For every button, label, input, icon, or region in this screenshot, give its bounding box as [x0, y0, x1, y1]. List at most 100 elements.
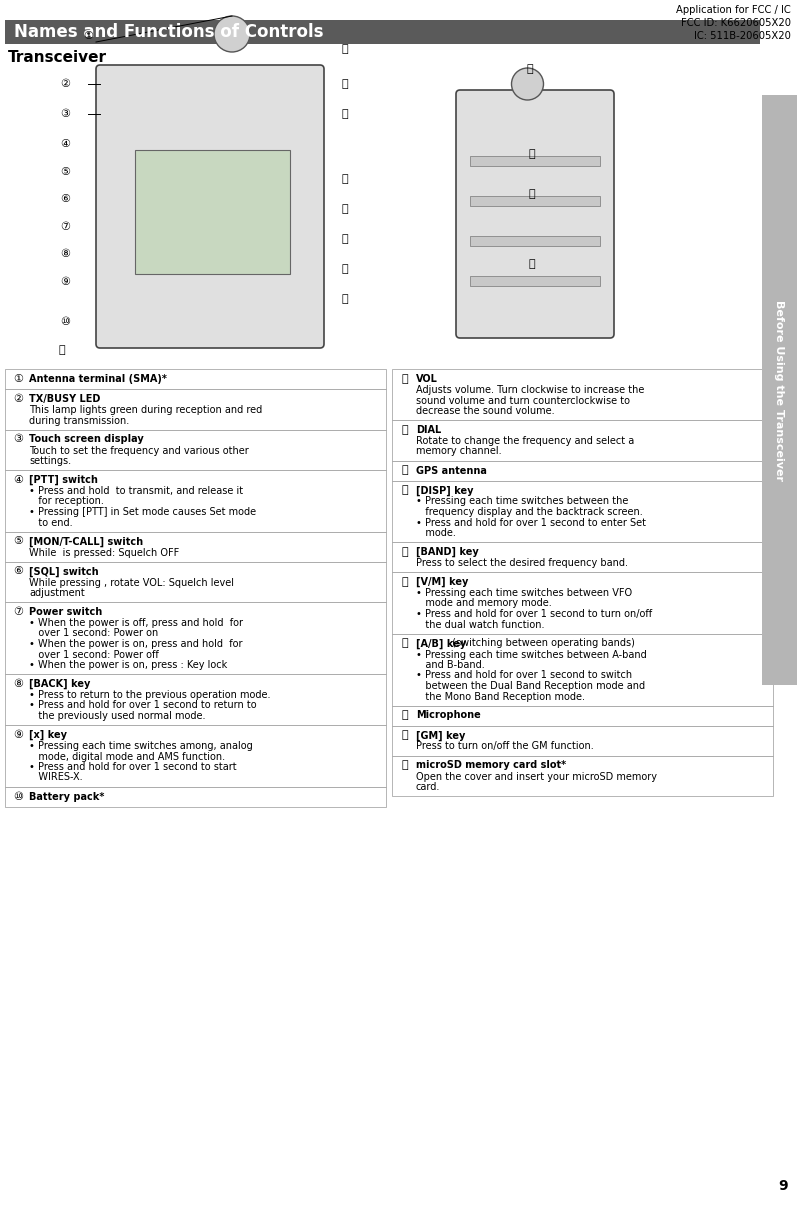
- Bar: [470, 236, 600, 246]
- Text: between the Dual Band Reception mode and: between the Dual Band Reception mode and: [416, 681, 645, 690]
- Text: ②: ②: [13, 394, 23, 404]
- Text: ⑩: ⑩: [13, 792, 23, 801]
- Text: (switching between operating bands): (switching between operating bands): [450, 639, 635, 648]
- Text: ②: ②: [60, 80, 70, 89]
- Text: decrease the sound volume.: decrease the sound volume.: [416, 406, 555, 416]
- Text: to end.: to end.: [29, 517, 73, 528]
- Text: ③: ③: [13, 435, 23, 445]
- Text: ⑦: ⑦: [60, 222, 70, 233]
- Text: and B-band.: and B-band.: [416, 660, 485, 670]
- Text: memory channel.: memory channel.: [416, 447, 501, 457]
- Bar: [5, 20, 760, 45]
- Text: Open the cover and insert your microSD memory: Open the cover and insert your microSD m…: [416, 771, 657, 782]
- Text: Transceiver: Transceiver: [8, 49, 107, 65]
- Text: Application for FCC / IC: Application for FCC / IC: [676, 5, 791, 14]
- Text: ⑫: ⑫: [342, 80, 348, 89]
- Text: ⑪: ⑪: [342, 45, 348, 54]
- Text: the previously used normal mode.: the previously used normal mode.: [29, 711, 206, 721]
- Text: ⑬: ⑬: [342, 108, 348, 119]
- Text: ⑱: ⑱: [59, 345, 65, 355]
- Text: ③: ③: [60, 108, 70, 119]
- Text: While pressing , rotate VOL: Squelch level: While pressing , rotate VOL: Squelch lev…: [29, 577, 234, 588]
- Text: Microphone: Microphone: [416, 711, 481, 721]
- Bar: [470, 196, 600, 206]
- Text: ⑧: ⑧: [13, 678, 23, 689]
- Text: • When the power is off, press and hold  for: • When the power is off, press and hold …: [29, 618, 243, 628]
- Text: • Press and hold for over 1 second to switch: • Press and hold for over 1 second to sw…: [416, 670, 632, 681]
- Bar: [5, 725, 386, 787]
- Text: • Press and hold for over 1 second to start: • Press and hold for over 1 second to st…: [29, 762, 237, 772]
- Text: Names and Functions of Controls: Names and Functions of Controls: [14, 23, 324, 41]
- Text: • Press and hold for over 1 second to return to: • Press and hold for over 1 second to re…: [29, 700, 257, 711]
- Text: [BAND] key: [BAND] key: [416, 547, 479, 557]
- Text: ⑲: ⑲: [402, 730, 408, 741]
- Text: Antenna terminal (SMA)*: Antenna terminal (SMA)*: [29, 374, 167, 384]
- Text: ⑤: ⑤: [13, 536, 23, 547]
- Text: • Press and hold  to transmit, and release it: • Press and hold to transmit, and releas…: [29, 486, 243, 496]
- Circle shape: [214, 16, 250, 52]
- Bar: [5, 787, 386, 806]
- FancyBboxPatch shape: [456, 90, 614, 337]
- Text: FCC ID: K6620605X20: FCC ID: K6620605X20: [681, 18, 791, 28]
- Text: ⑥: ⑥: [13, 566, 23, 576]
- Text: ⑯: ⑯: [342, 234, 348, 243]
- Bar: [392, 705, 773, 725]
- Text: ④: ④: [13, 475, 23, 484]
- Text: ⑳: ⑳: [527, 64, 533, 74]
- Text: ⑦: ⑦: [13, 607, 23, 617]
- Text: ①: ①: [83, 31, 93, 41]
- Text: Before Using the Transceiver: Before Using the Transceiver: [775, 300, 784, 481]
- Text: • Press to return to the previous operation mode.: • Press to return to the previous operat…: [29, 690, 270, 700]
- Text: While  is pressed: Squelch OFF: While is pressed: Squelch OFF: [29, 547, 179, 558]
- Bar: [5, 602, 386, 674]
- Text: • Press and hold for over 1 second to enter Set: • Press and hold for over 1 second to en…: [416, 517, 646, 528]
- Text: Power switch: Power switch: [29, 607, 102, 617]
- Text: adjustment: adjustment: [29, 588, 84, 598]
- Text: settings.: settings.: [29, 455, 71, 466]
- Text: for reception.: for reception.: [29, 496, 104, 506]
- Text: Press to select the desired frequency band.: Press to select the desired frequency ba…: [416, 558, 628, 568]
- Text: over 1 second: Power off: over 1 second: Power off: [29, 649, 159, 659]
- Text: This lamp lights green during reception and red: This lamp lights green during reception …: [29, 405, 262, 415]
- Bar: [470, 155, 600, 166]
- Text: ⑧: ⑧: [60, 249, 70, 259]
- Text: during transmission.: during transmission.: [29, 416, 129, 425]
- Text: mode.: mode.: [416, 528, 456, 537]
- Bar: [392, 725, 773, 756]
- Text: Touch screen display: Touch screen display: [29, 435, 143, 445]
- Bar: [5, 531, 386, 562]
- Text: ⑨: ⑨: [13, 730, 23, 740]
- Text: [PTT] switch: [PTT] switch: [29, 475, 98, 486]
- Bar: [470, 276, 600, 286]
- Text: [A/B] key: [A/B] key: [416, 639, 466, 648]
- Bar: [392, 756, 773, 797]
- Text: ⑶: ⑶: [528, 259, 536, 269]
- Text: ⑮: ⑮: [402, 547, 408, 557]
- Text: the Mono Band Reception mode.: the Mono Band Reception mode.: [416, 692, 585, 701]
- Text: ⑰: ⑰: [342, 264, 348, 274]
- Text: ⑮: ⑮: [342, 204, 348, 214]
- Text: ⑥: ⑥: [60, 194, 70, 204]
- Circle shape: [512, 67, 544, 100]
- Bar: [392, 460, 773, 481]
- Text: • Pressing each time switches among, analog: • Pressing each time switches among, ana…: [29, 741, 253, 751]
- Text: VOL: VOL: [416, 374, 438, 384]
- Text: over 1 second: Power on: over 1 second: Power on: [29, 629, 159, 639]
- Text: ⑴: ⑴: [528, 149, 536, 159]
- Bar: [5, 470, 386, 531]
- Bar: [5, 674, 386, 725]
- Text: ⑭: ⑭: [342, 174, 348, 184]
- Bar: [5, 429, 386, 470]
- Text: • Press and hold for over 1 second to turn on/off: • Press and hold for over 1 second to tu…: [416, 609, 652, 619]
- Bar: [392, 369, 773, 421]
- Text: mode, digital mode and AMS function.: mode, digital mode and AMS function.: [29, 752, 225, 762]
- Bar: [5, 389, 386, 429]
- Text: sound volume and turn counterclockwise to: sound volume and turn counterclockwise t…: [416, 395, 630, 406]
- Bar: [762, 95, 797, 684]
- Text: Press to turn on/off the GM function.: Press to turn on/off the GM function.: [416, 741, 594, 752]
- Bar: [392, 542, 773, 572]
- Text: IC: 511B-20605X20: IC: 511B-20605X20: [694, 31, 791, 41]
- Text: [BACK] key: [BACK] key: [29, 678, 90, 689]
- Text: ⑱: ⑱: [402, 711, 408, 721]
- Text: GPS antenna: GPS antenna: [416, 465, 487, 476]
